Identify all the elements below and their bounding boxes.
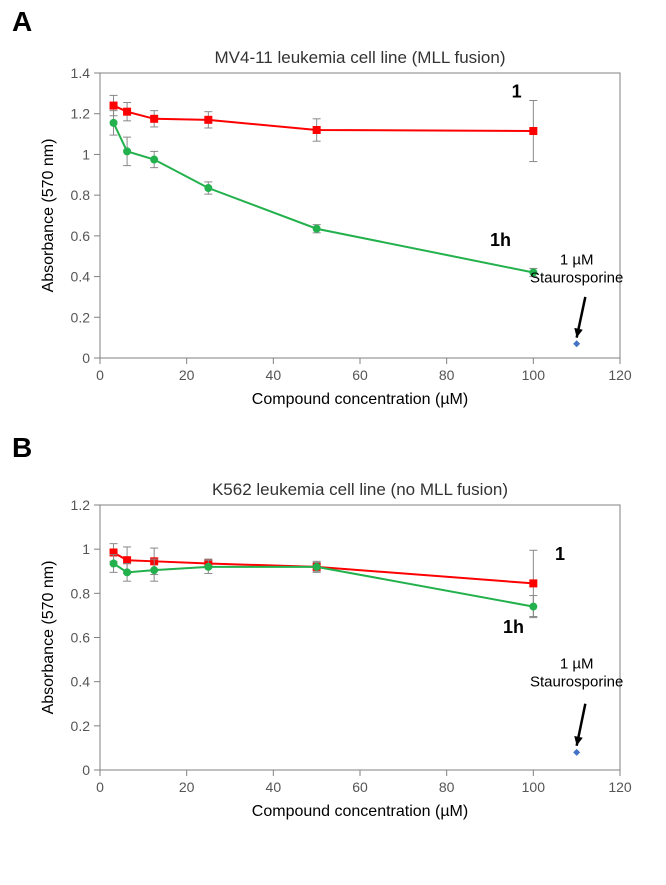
panel-a-marker-1 — [204, 116, 212, 124]
panel-b-marker-1h — [204, 563, 212, 571]
panel-a-chart: 0 20 40 60 80 100 120 0 0.2 0.4 0.6 0.8 1 1.2 1.4 MV4-1… — [35, 38, 635, 418]
panel-a-marker-1h — [123, 147, 131, 155]
panel-a-ylabel: Absorbance (570 nm) — [40, 139, 57, 293]
panel-a-series-label-1h: 1h — [490, 230, 511, 250]
panel-a-plot-area — [100, 73, 620, 358]
panel-a-ytick-label: 0.8 — [71, 187, 91, 203]
panel-a-annotation-text: 1 µM — [560, 251, 594, 268]
panel-a-xlabel: Compound concentration (µM) — [252, 391, 468, 408]
panel-a-xtick-label: 120 — [608, 367, 632, 383]
panel-b-marker-1h — [123, 568, 131, 576]
panel-a-marker-1 — [529, 127, 537, 135]
panel-b-series-label-1h: 1h — [503, 617, 524, 637]
panel-b-annotation-text: Staurosporine — [530, 673, 623, 690]
panel-a-title: MV4-11 leukemia cell line (MLL fusion) — [214, 48, 505, 67]
panel-a-marker-1h — [150, 156, 158, 164]
panel-b-ytick-label: 1 — [82, 541, 90, 557]
panel-a-marker-1h — [204, 184, 212, 192]
panel-a-marker-1 — [123, 108, 131, 116]
panel-a-ytick-label: 0 — [82, 350, 90, 366]
figure-container: A 02040608010012000.20.40.60.811.21.4MV4… — [0, 0, 666, 885]
panel-b-letter: B — [12, 432, 32, 464]
panel-a-series-label-1: 1 — [512, 81, 522, 101]
panel-b-marker-1h — [313, 563, 321, 571]
panel-a-xtick-label: 80 — [439, 367, 455, 383]
panel-b-xlabel: Compound concentration (µM) — [252, 803, 468, 820]
panel-b-ytick-label: 0.2 — [71, 718, 91, 734]
panel-b-annotation-text: 1 µM — [560, 655, 594, 672]
panel-b-ytick-label: 0.4 — [71, 674, 91, 690]
panel-b-xtick-label: 40 — [266, 779, 282, 795]
panel-b-series-label-1: 1 — [555, 544, 565, 564]
panel-b-ytick-label: 0.6 — [71, 630, 91, 646]
panel-b-xtick-label: 80 — [439, 779, 455, 795]
panel-b-marker-1h — [529, 603, 537, 611]
panel-a-marker-1 — [110, 102, 118, 110]
panel-a-ytick-label: 1.4 — [71, 65, 91, 81]
panel-b-ytick-label: 1.2 — [71, 497, 91, 513]
panel-a-xtick-label: 20 — [179, 367, 195, 383]
panel-b-marker-1h — [150, 566, 158, 574]
panel-a-svg: 0 20 40 60 80 100 120 0 0.2 0.4 0.6 0.8 1 1.2 1.4 MV4-1… — [35, 38, 635, 413]
panel-b-marker-1 — [529, 579, 537, 587]
panel-a-xtick-label: 100 — [522, 367, 546, 383]
panel-a-xtick-label: 60 — [352, 367, 368, 383]
panel-a-ytick-label: 0.2 — [71, 309, 91, 325]
panel-b-xtick-label: 20 — [179, 779, 195, 795]
panel-a-ytick-label: 1.2 — [71, 106, 91, 122]
panel-a-ytick-label: 0.4 — [71, 269, 91, 285]
panel-a-ytick-label: 0.6 — [71, 228, 91, 244]
panel-b-ytick-label: 0.8 — [71, 585, 91, 601]
panel-b-ytick-label: 0 — [82, 762, 90, 778]
panel-a-ytick-label: 1 — [82, 146, 90, 162]
panel-b-chart: 0 20 40 60 80 100 120 0 0.2 0.4 0.6 0.8 1 1.2 K562 leu… — [35, 470, 635, 830]
panel-a-marker-1 — [150, 115, 158, 123]
panel-b-xtick-label: 60 — [352, 779, 368, 795]
panel-b-xtick-label: 100 — [522, 779, 546, 795]
panel-b-ylabel: Absorbance (570 nm) — [40, 561, 57, 715]
panel-a-marker-1 — [313, 126, 321, 134]
panel-b-xtick-label: 120 — [608, 779, 632, 795]
panel-a-marker-1h — [110, 119, 118, 127]
panel-b-svg: 0 20 40 60 80 100 120 0 0.2 0.4 0.6 0.8 1 1.2 K562 leu… — [35, 470, 635, 825]
panel-b-plot-area — [100, 505, 620, 770]
panel-b-marker-1h — [110, 560, 118, 568]
panel-a-letter: A — [12, 6, 32, 38]
panel-a-annotation-text: Staurosporine — [530, 269, 623, 286]
panel-a-marker-1h — [313, 225, 321, 233]
panel-b-xtick-label: 0 — [96, 779, 104, 795]
panel-b-title: K562 leukemia cell line (no MLL fusion) — [212, 480, 508, 499]
panel-b-marker-1 — [123, 556, 131, 564]
panel-a-xtick-label: 40 — [266, 367, 282, 383]
panel-a-xtick-label: 0 — [96, 367, 104, 383]
